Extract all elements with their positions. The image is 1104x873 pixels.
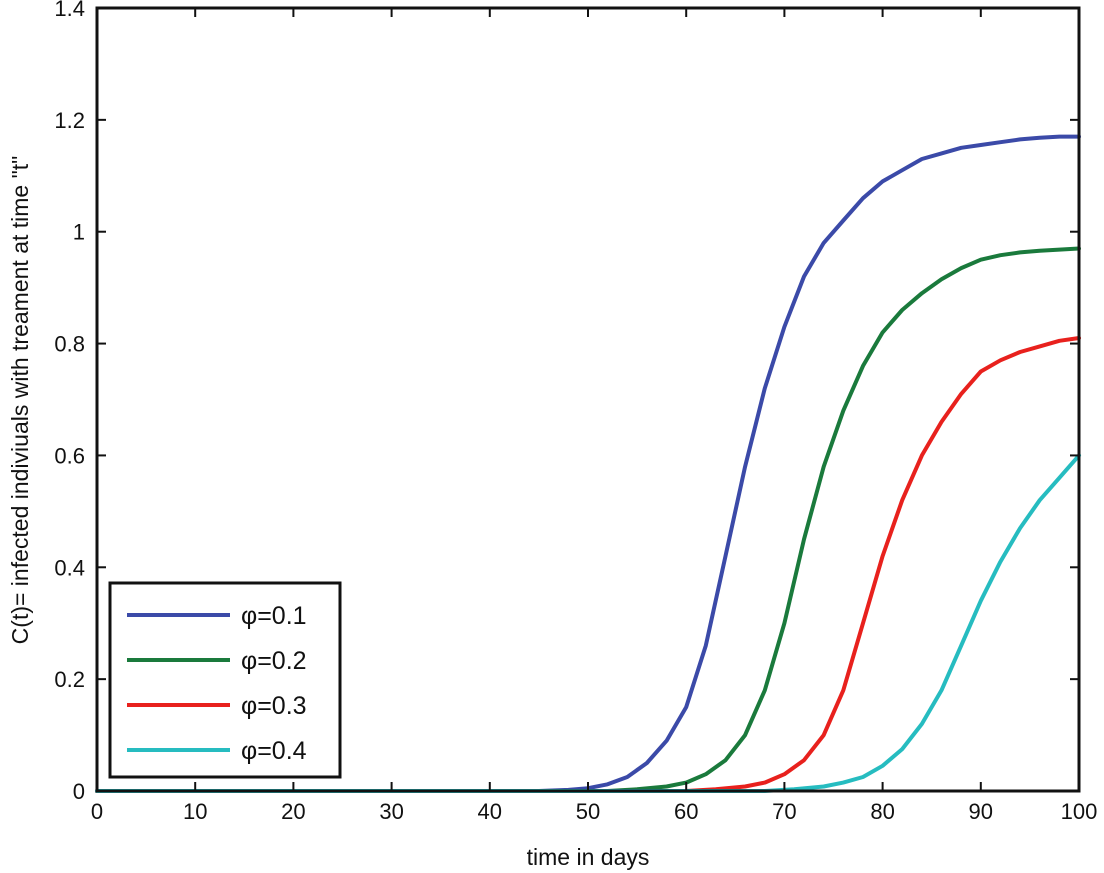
x-tick-label: 60 [674, 799, 698, 824]
x-tick-label: 40 [478, 799, 502, 824]
plot-frame [95, 6, 1081, 793]
x-tick-label: 50 [576, 799, 600, 824]
series-line-3 [95, 336, 1081, 793]
y-tick-label: 0.4 [54, 555, 85, 580]
y-axis-title: C(t)= infected indiviuals with treament … [7, 156, 33, 645]
x-axis-title: time in days [527, 844, 650, 870]
legend-entries: φ=0.1 φ=0.2 φ=0.3 φ=0.4 [127, 602, 307, 765]
y-tick-label: 0.8 [54, 332, 85, 357]
legend: φ=0.1 φ=0.2 φ=0.3 φ=0.4 [108, 581, 342, 779]
y-tick-label: 1.2 [54, 108, 85, 133]
x-tick-label: 90 [969, 799, 993, 824]
x-tick-label: 10 [183, 799, 207, 824]
tick-label-layer: 0 10 20 30 40 50 60 70 80 90 100 0 0.2 0.4 0.6 0.8 1 1.2 1… [54, 0, 1097, 824]
y-tick-label: 0.6 [54, 443, 85, 468]
x-tick-label: 30 [379, 799, 403, 824]
x-tick-label: 100 [1061, 799, 1098, 824]
legend-label-4: φ=0.4 [241, 737, 307, 765]
y-tick-label: 0.2 [54, 667, 85, 692]
y-tick-label: 1.4 [54, 0, 85, 21]
series-line-4 [95, 453, 1081, 793]
legend-label-2: φ=0.2 [241, 647, 307, 675]
x-tick-label: 70 [772, 799, 796, 824]
series-line-1 [95, 134, 1081, 793]
x-tick-label: 80 [870, 799, 894, 824]
legend-label-1: φ=0.1 [241, 602, 307, 630]
legend-label-3: φ=0.3 [241, 692, 307, 720]
y-tick-label: 1 [73, 220, 85, 245]
x-tick-label: 20 [281, 799, 305, 824]
y-tick-label: 0 [73, 779, 85, 804]
x-tick-label: 0 [91, 799, 103, 824]
